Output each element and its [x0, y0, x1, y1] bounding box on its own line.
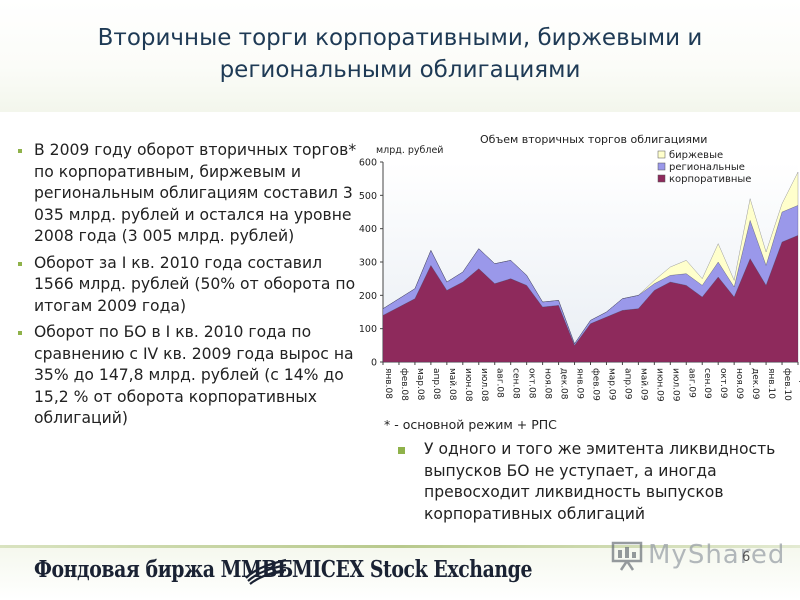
- x-tick-label: апр.08: [431, 368, 441, 400]
- x-tick-label: май.08: [447, 368, 457, 401]
- note-marker-icon: [398, 447, 405, 454]
- watermark-text: MyShared: [648, 540, 786, 570]
- y-tick-label: 300: [359, 258, 377, 269]
- x-tick-label: фев.09: [591, 368, 601, 401]
- x-tick-label: мар.08: [415, 368, 425, 401]
- x-tick-label: апр.09: [622, 368, 632, 400]
- watermark: MyShared: [608, 536, 784, 576]
- footer-brand-en: MICEX Stock Exchange: [292, 556, 533, 583]
- x-tick-label: окт.09: [718, 368, 728, 399]
- note-text: У одного и того же эмитента ликвидность …: [424, 440, 776, 523]
- legend-swatch: [657, 174, 666, 183]
- legend-label: биржевые: [669, 150, 723, 161]
- y-axis-label: млрд. рублей: [376, 145, 443, 156]
- footer-divider: [0, 545, 800, 548]
- legend-swatch: [657, 162, 666, 171]
- x-tick-label: мар.10: [798, 368, 800, 401]
- chart-area: 0 100 200 300 400 500 600 млрд. рублей янв.08 фев…: [358, 140, 800, 410]
- bullet-text: В 2009 году оборот вторичных торгов* по …: [34, 141, 357, 245]
- x-tick-label: дек.09: [750, 368, 760, 400]
- y-tick-label: 600: [359, 158, 377, 169]
- x-tick-label: ноя.09: [734, 368, 744, 399]
- legend-label: региональные: [669, 162, 745, 173]
- y-tick-label: 500: [359, 191, 377, 202]
- x-tick-label: май.09: [638, 368, 648, 401]
- x-tick-label: июл.08: [479, 368, 489, 402]
- legend-label: корпоративные: [669, 174, 751, 185]
- y-tick-label: 200: [359, 291, 377, 302]
- x-tick-label: июл.09: [670, 368, 680, 402]
- slide-title: Вторичные торги корпоративными, биржевым…: [20, 22, 780, 86]
- chart-title: Объем вторичных торгов облигациями: [480, 133, 708, 146]
- header-band: [0, 0, 800, 112]
- bullet-list: В 2009 году оборот вторичных торгов* по …: [18, 140, 358, 435]
- chart-svg: 0 100 200 300 400 500 600 млрд. рублей янв.08 фев…: [359, 145, 800, 402]
- legend-swatch: [657, 150, 666, 159]
- x-tick-label: янв.09: [575, 368, 585, 399]
- x-tick-label: янв.10: [766, 368, 776, 399]
- bullet-item: Оборот по БО в I кв. 2010 года по сравне…: [18, 322, 358, 430]
- x-tick-label: июн.08: [463, 368, 473, 402]
- presentation-icon: [611, 541, 643, 571]
- x-tick-label: дек.08: [559, 368, 569, 400]
- x-tick-label: фев.10: [782, 368, 792, 401]
- note-block: У одного и того же эмитента ликвидность …: [398, 439, 788, 525]
- x-tick-label: ноя.08: [543, 368, 553, 399]
- bullet-text: Оборот по БО в I кв. 2010 года по сравне…: [34, 323, 354, 427]
- bullet-text: Оборот за I кв. 2010 года составил 1566 …: [34, 253, 356, 315]
- x-tick-label: сен.08: [511, 368, 521, 399]
- x-tick-label: авг.08: [495, 368, 505, 398]
- y-tick-label: 400: [359, 224, 377, 235]
- y-tick-label: 100: [359, 324, 377, 335]
- micex-logo-icon: [245, 558, 287, 585]
- x-tick-label: янв.08: [383, 368, 393, 399]
- title-line-2: региональными облигациями: [219, 57, 581, 83]
- x-tick-label: июн.09: [654, 368, 664, 402]
- y-tick-label: 0: [371, 358, 377, 369]
- x-tick-label: фев.08: [399, 368, 409, 401]
- x-tick-label: авг.09: [686, 368, 696, 398]
- bullet-item: В 2009 году оборот вторичных торгов* по …: [18, 140, 358, 248]
- footer-band: [0, 548, 800, 600]
- bullet-marker-icon: [18, 149, 22, 153]
- bullet-marker-icon: [18, 331, 22, 335]
- page-number: 6: [742, 550, 751, 565]
- series-area-2: [382, 171, 799, 345]
- footnote: * - основной режим + РПС: [384, 417, 557, 432]
- x-tick-label: сен.09: [702, 368, 712, 399]
- x-tick-label: окт.08: [527, 368, 537, 399]
- bullet-item: Оборот за I кв. 2010 года составил 1566 …: [18, 253, 358, 318]
- title-line-1: Вторичные торги корпоративными, биржевым…: [97, 25, 703, 51]
- x-tick-label: мар.09: [606, 368, 616, 401]
- bullet-marker-icon: [18, 261, 22, 266]
